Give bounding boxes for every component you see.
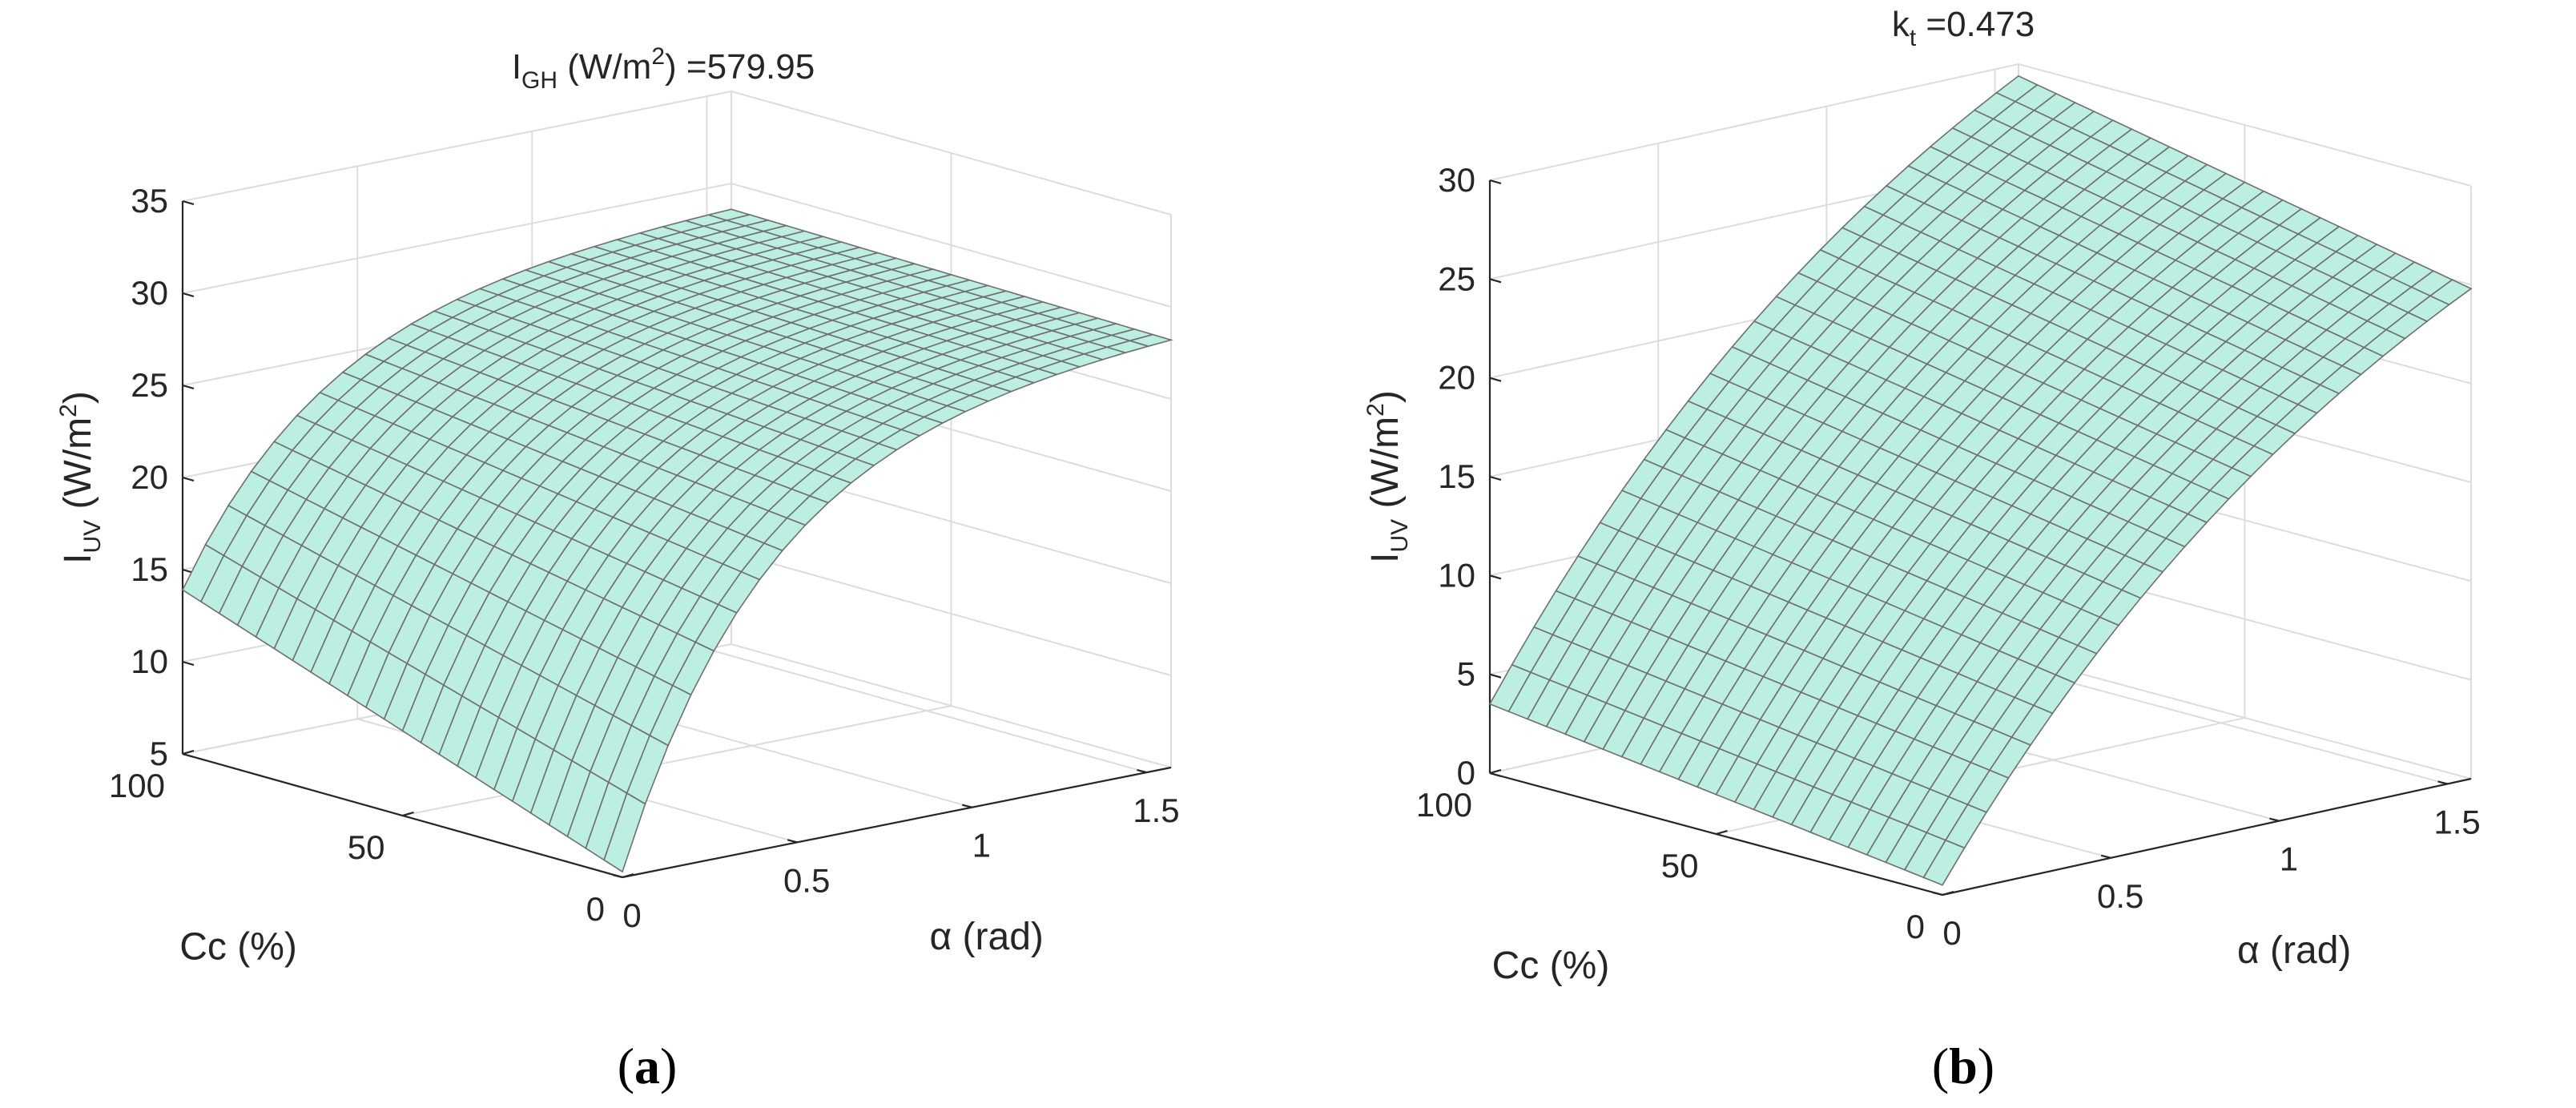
- cc-tick: [1942, 890, 1954, 896]
- surface: [1488, 75, 2473, 886]
- z-tick: [1489, 673, 1502, 679]
- z-tick-label: 5: [150, 735, 168, 772]
- caption-b: (b): [1932, 1037, 1994, 1094]
- z-tick-label: 35: [131, 182, 168, 220]
- alpha-tick-label: 0.5: [783, 861, 830, 899]
- z-tick-label: 10: [1438, 556, 1475, 594]
- cc-tick-label: 0: [586, 890, 605, 928]
- caption-a: (a): [618, 1037, 678, 1094]
- z-tick: [182, 384, 195, 390]
- alpha-tick: [962, 804, 972, 808]
- z-tick-label: 0: [1457, 754, 1475, 792]
- z-tick: [182, 476, 195, 482]
- cc-tick: [182, 749, 195, 755]
- cc-axis-label: Cc (%): [179, 926, 297, 969]
- cc-tick: [1716, 829, 1728, 836]
- z-tick-label: 15: [131, 550, 168, 588]
- cc-tick: [1489, 768, 1502, 775]
- surface: [181, 208, 1173, 873]
- alpha-tick: [1137, 769, 1147, 774]
- alpha-tick-label: 1: [972, 827, 991, 864]
- grid-line-alpha: [356, 166, 798, 844]
- alpha-tick-label: 1.5: [2433, 803, 2480, 840]
- z-tick-label: 30: [131, 274, 168, 312]
- z-tick-label: 20: [131, 458, 168, 496]
- z-tick: [182, 292, 195, 298]
- alpha-tick: [2269, 817, 2280, 822]
- z-tick: [1489, 475, 1502, 481]
- cc-tick-label: 50: [348, 828, 385, 866]
- z-tick: [182, 660, 195, 667]
- chart-title: IGH (W/m2) =579.95: [512, 43, 815, 94]
- alpha-tick: [1932, 891, 1943, 896]
- alpha-tick: [2437, 780, 2448, 785]
- alpha-tick: [612, 873, 623, 879]
- cc-tick: [402, 811, 414, 817]
- alpha-tick-label: 1.5: [1133, 792, 1179, 829]
- alpha-tick-label: 0: [622, 896, 641, 934]
- z-tick-label: 30: [1438, 161, 1475, 199]
- z-tick-label: 5: [1457, 655, 1475, 693]
- alpha-axis-label: α (rad): [929, 916, 1043, 958]
- z-axis-label: IUV (W/m2): [1362, 390, 1413, 563]
- z-tick: [182, 199, 195, 206]
- alpha-tick-label: 0.5: [2097, 877, 2143, 915]
- alpha-tick-label: 0: [1942, 914, 1961, 952]
- z-tick-label: 20: [1438, 359, 1475, 397]
- z-tick-label: 10: [131, 643, 168, 680]
- z-tick: [1489, 179, 1502, 185]
- cc-tick-label: 100: [1416, 786, 1472, 824]
- cc-axis-label: Cc (%): [1492, 945, 1610, 987]
- cc-tick-label: 0: [1906, 908, 1925, 945]
- z-tick-label: 25: [1438, 260, 1475, 297]
- surface-patch: [1922, 839, 1966, 886]
- alpha-tick-label: 1: [2280, 840, 2298, 878]
- z-axis-label: IUV (W/m2): [55, 391, 106, 564]
- grid-line-z: [182, 90, 1172, 216]
- alpha-axis-label: α (rad): [2237, 929, 2351, 972]
- z-tick: [1489, 377, 1502, 382]
- z-tick: [1489, 574, 1502, 580]
- alpha-axis-line: [1942, 777, 2472, 896]
- z-tick-label: 15: [1438, 457, 1475, 495]
- cc-tick: [622, 872, 634, 879]
- surface-patch: [603, 792, 646, 873]
- cc-tick-label: 50: [1661, 847, 1699, 884]
- z-tick: [1489, 772, 1502, 778]
- alpha-tick: [2100, 854, 2111, 859]
- z-tick: [182, 752, 195, 759]
- alpha-tick: [787, 839, 798, 844]
- chart-title: kt =0.473: [1892, 5, 2035, 51]
- z-tick: [1489, 278, 1502, 284]
- z-tick-label: 25: [131, 366, 168, 404]
- alpha-axis-line: [622, 766, 1172, 879]
- cc-tick-label: 100: [109, 767, 165, 804]
